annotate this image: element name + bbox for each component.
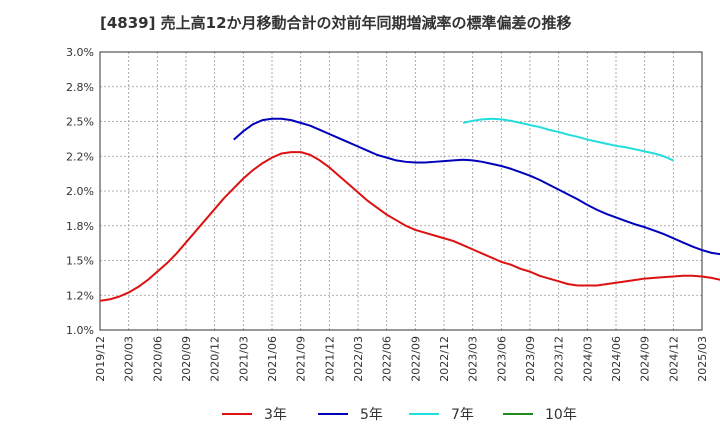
x-tick-label: 2021/03 (237, 336, 250, 382)
y-tick-label: 2.8% (66, 81, 94, 94)
x-tick-label: 2022/09 (409, 336, 422, 382)
series-layer (99, 117, 720, 302)
x-tick-label: 2020/03 (123, 336, 136, 382)
x-tick-label: 2024/09 (639, 336, 652, 382)
legend-layer: 3年 5年 7年 10年 (222, 407, 577, 423)
grid-layer (99, 51, 703, 331)
y-tick-label: 1.2% (66, 289, 94, 302)
legend-label: 3年 (264, 407, 287, 423)
x-tick-label: 2025/03 (696, 336, 709, 382)
x-tick-label: 2021/06 (266, 336, 279, 382)
series-line (99, 151, 720, 302)
x-tick-label: 2020/09 (180, 336, 193, 382)
x-tick-label: 2020/06 (151, 336, 164, 382)
legend-label: 5年 (360, 407, 383, 423)
y-tick-label: 1.8% (66, 220, 94, 233)
legend-item: 7年 (409, 407, 474, 423)
series-line (462, 117, 674, 162)
x-tick-label: 2023/09 (524, 336, 537, 382)
x-tick-label: 2022/06 (381, 336, 394, 382)
legend-item: 10年 (503, 407, 577, 423)
x-tick-label: 2022/03 (352, 336, 365, 382)
x-tick-label: 2024/03 (581, 336, 594, 382)
x-tick-label: 2021/12 (323, 336, 336, 382)
y-tick-label: 2.0% (66, 185, 94, 198)
x-tick-label: 2024/12 (667, 336, 680, 382)
legend-item: 3年 (222, 407, 287, 423)
x-tick-label: 2023/03 (467, 336, 480, 382)
series-line (233, 117, 720, 256)
x-tick-label: 2024/06 (610, 336, 623, 382)
x-tick-label: 2021/09 (295, 336, 308, 382)
x-tick-label: 2022/12 (438, 336, 451, 382)
y-tick-label: 2.2% (66, 150, 94, 163)
y-tick-label: 1.5% (66, 255, 94, 268)
legend-item: 5年 (318, 407, 383, 423)
axis-layer: 1.0% 1.2% 1.5% 1.8% 2.0% 2.2% 2.5% 2.8% 3.0% 2019… (66, 46, 709, 382)
y-tick-label: 2.5% (66, 116, 94, 129)
x-tick-label: 2023/06 (495, 336, 508, 382)
y-tick-label: 3.0% (66, 46, 94, 59)
chart-title: [4839] 売上高12か月移動合計の対前年同期増減率の標準偏差の推移 (100, 14, 572, 32)
legend-label: 7年 (451, 407, 474, 423)
x-tick-label: 2023/12 (553, 336, 566, 382)
x-tick-label: 2019/12 (94, 336, 107, 382)
legend-label: 10年 (545, 407, 577, 423)
plot-frame (99, 51, 703, 331)
y-tick-label: 1.0% (66, 324, 94, 337)
x-tick-label: 2020/12 (209, 336, 222, 382)
